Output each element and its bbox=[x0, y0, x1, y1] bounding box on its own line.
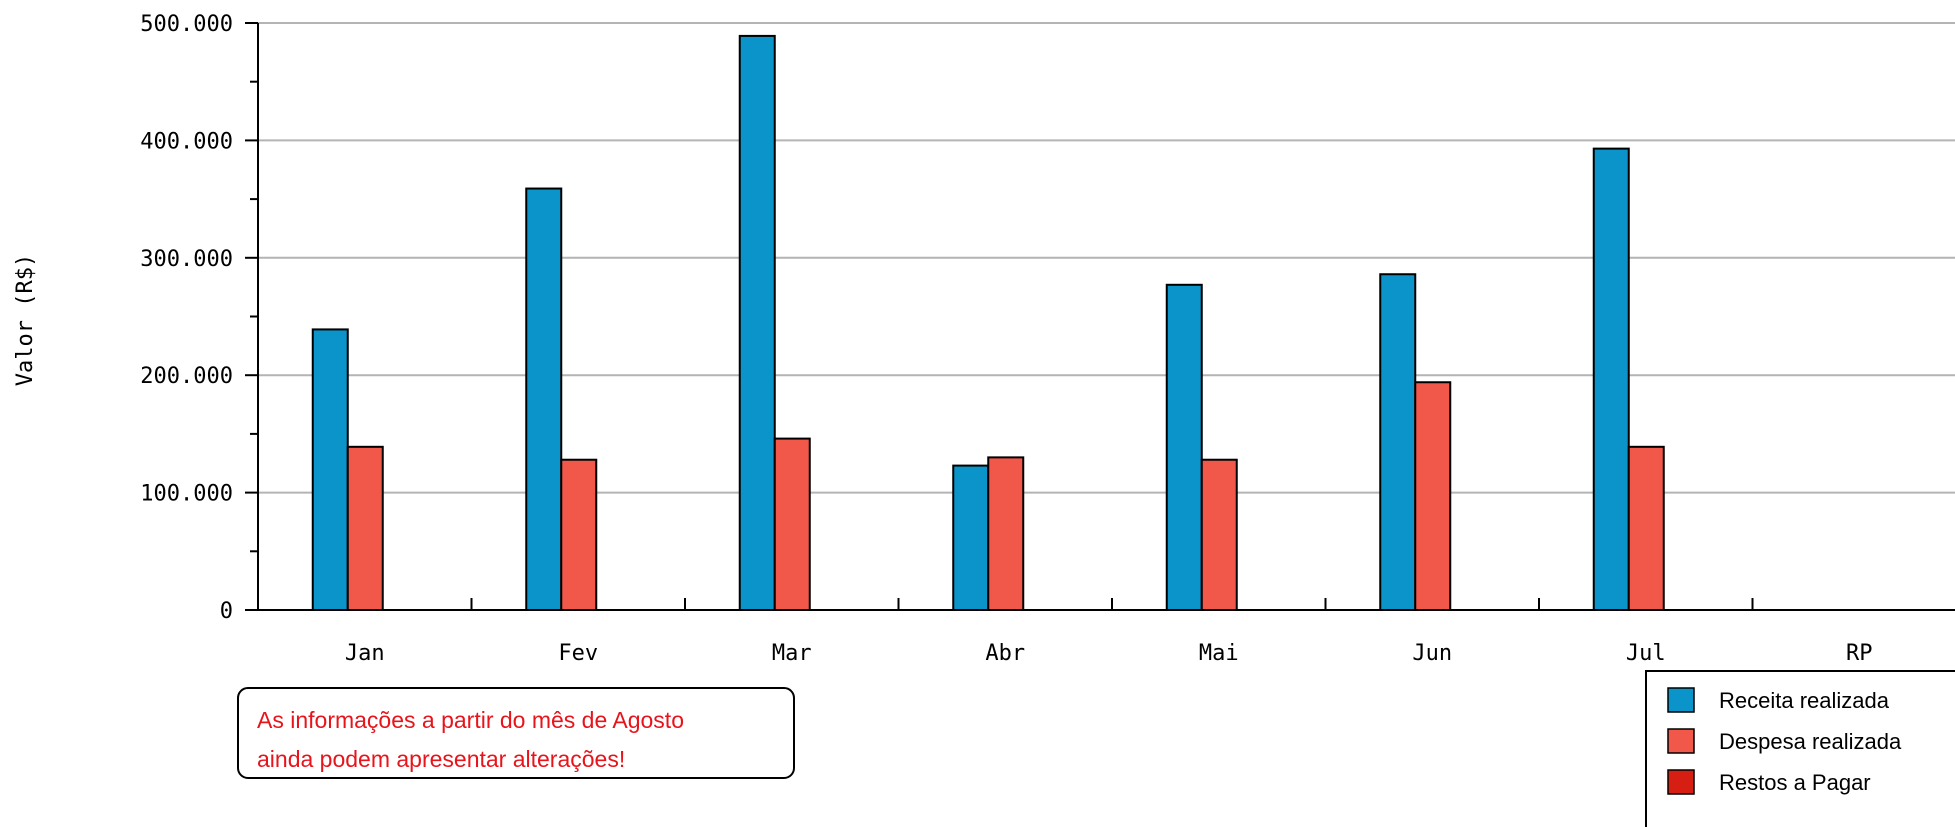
y-tick-label-5: 500.000 bbox=[140, 12, 233, 37]
legend-swatch-0 bbox=[1667, 687, 1695, 713]
y-tick-label-3: 300.000 bbox=[140, 247, 233, 272]
bar-receita-realizada-jul bbox=[1592, 147, 1630, 611]
bar-despesa-realizada-mai bbox=[1200, 458, 1238, 611]
notice-line-1: As informações a partir do mês de Agosto bbox=[257, 707, 684, 733]
y-axis-title-group: Valor (R$) bbox=[13, 254, 38, 386]
bar-despesa-realizada-fev bbox=[560, 458, 598, 611]
bar-despesa-realizada-jun bbox=[1414, 381, 1452, 611]
legend-frame bbox=[1645, 670, 1955, 827]
axes: 0 100.000 200.000 300.000 400.000 500.000 Jan F… bbox=[140, 12, 1955, 666]
x-tick-label-abr: Abr bbox=[985, 641, 1025, 666]
x-tick-label-fev: Fev bbox=[558, 641, 598, 666]
legend: Receita realizada Despesa realizada Restos… bbox=[1645, 670, 1955, 827]
legend-swatch-2 bbox=[1667, 769, 1695, 795]
bar-despesa-realizada-abr bbox=[987, 456, 1025, 611]
legend-label-0: Receita realizada bbox=[1719, 688, 1890, 713]
bar-despesa-realizada-jul bbox=[1627, 445, 1665, 611]
legend-label-2: Restos a Pagar bbox=[1719, 770, 1871, 795]
gridlines bbox=[258, 22, 1955, 494]
y-tick-label-0: 0 bbox=[220, 599, 233, 624]
x-tick-label-mai: Mai bbox=[1199, 641, 1239, 666]
y-tick-label-2: 200.000 bbox=[140, 364, 233, 389]
y-axis-title: Valor (R$) bbox=[13, 254, 38, 386]
legend-swatch-1 bbox=[1667, 728, 1695, 754]
bar-receita-realizada-fev bbox=[525, 187, 563, 611]
x-tick-label-mar: Mar bbox=[772, 641, 812, 666]
bar-receita-realizada-mai bbox=[1165, 283, 1203, 611]
x-tick-label-jan: Jan bbox=[345, 641, 385, 666]
y-tick-label-1: 100.000 bbox=[140, 482, 233, 507]
notice-line-2: ainda podem apresentar alterações! bbox=[257, 746, 625, 772]
bar-receita-realizada-mar bbox=[738, 34, 776, 611]
bar-receita-realizada-abr bbox=[952, 464, 990, 611]
bars bbox=[311, 34, 1665, 612]
bar-despesa-realizada-jan bbox=[346, 445, 384, 611]
bar-receita-realizada-jun bbox=[1379, 273, 1417, 611]
x-tick-label-jul: Jul bbox=[1626, 641, 1666, 666]
x-tick-label-rp: RP bbox=[1846, 641, 1873, 666]
legend-label-1: Despesa realizada bbox=[1719, 729, 1902, 754]
bar-receita-realizada-jan bbox=[311, 328, 349, 611]
notice-box-frame bbox=[237, 687, 795, 779]
bar-despesa-realizada-mar bbox=[773, 437, 811, 612]
x-tick-label-jun: Jun bbox=[1412, 641, 1452, 666]
y-tick-label-4: 400.000 bbox=[140, 129, 233, 154]
notice-box: As informações a partir do mês de Agosto… bbox=[237, 687, 795, 779]
